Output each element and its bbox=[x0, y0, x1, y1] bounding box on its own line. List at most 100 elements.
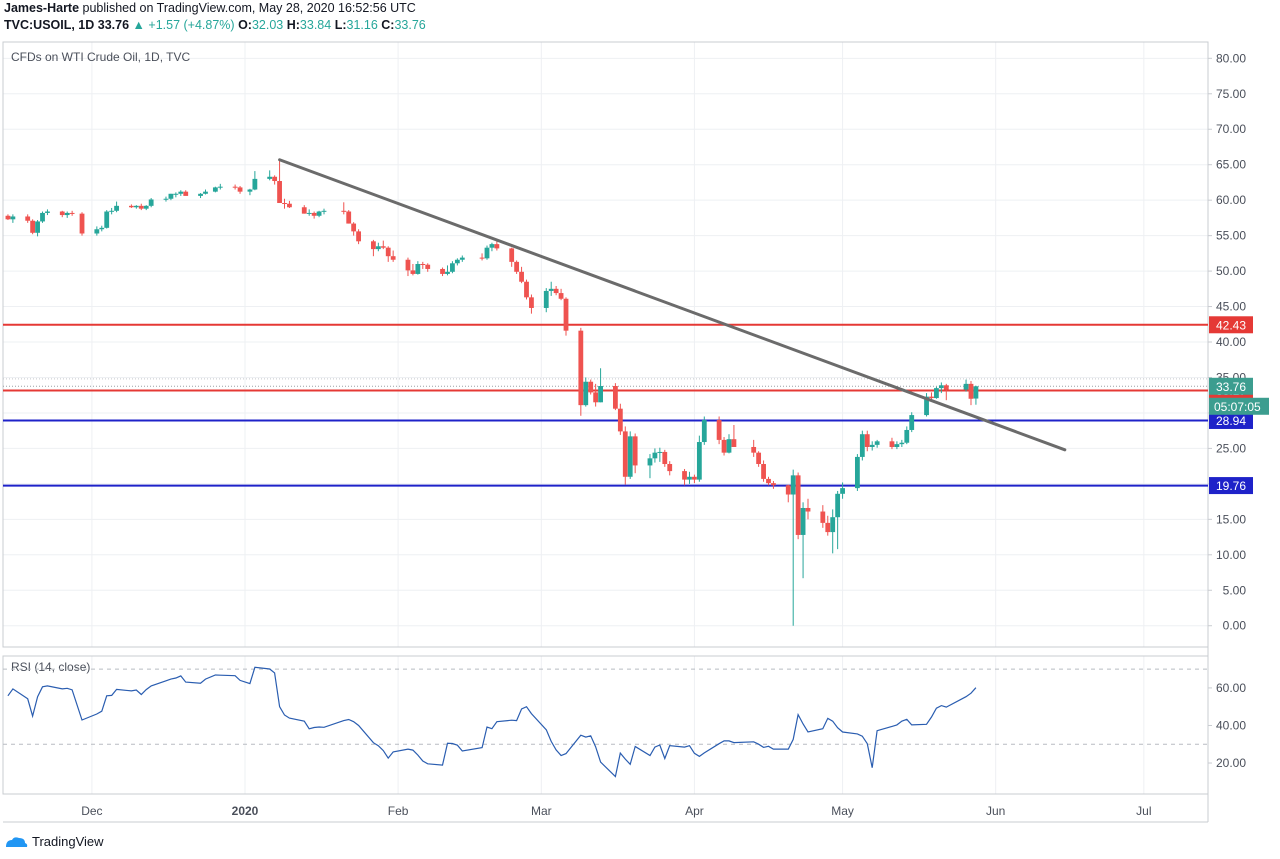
brand-name[interactable]: TradingView bbox=[32, 834, 104, 849]
rsi-tick-label: 40.00 bbox=[1216, 718, 1246, 732]
candle bbox=[459, 255, 465, 262]
candle-body bbox=[247, 189, 253, 192]
candle-body bbox=[371, 241, 376, 250]
candle bbox=[904, 426, 910, 445]
low-value: 31.16 bbox=[346, 18, 378, 32]
candle bbox=[385, 246, 391, 262]
candle-body bbox=[612, 385, 618, 409]
candle-body bbox=[657, 451, 663, 453]
level-price-label: 42.43 bbox=[1216, 318, 1246, 332]
close-value: 33.76 bbox=[394, 18, 426, 32]
candle bbox=[968, 381, 974, 406]
published-text: published on TradingView.com, May 28, 20… bbox=[82, 1, 416, 15]
candle-body bbox=[385, 247, 391, 257]
candle bbox=[756, 451, 762, 467]
candle-body bbox=[198, 193, 203, 196]
price-change: +1.57 (+4.87%) bbox=[148, 18, 235, 32]
candle bbox=[440, 267, 445, 277]
candle bbox=[924, 393, 929, 417]
candle-body bbox=[59, 211, 65, 216]
candle-body bbox=[183, 191, 189, 196]
candle-body bbox=[420, 263, 426, 265]
candle bbox=[341, 202, 347, 215]
candle-body bbox=[489, 244, 495, 248]
candle-body bbox=[390, 256, 396, 260]
candle bbox=[612, 383, 618, 411]
candle bbox=[795, 472, 801, 540]
candle bbox=[598, 368, 603, 403]
candle bbox=[109, 207, 115, 215]
candle-body bbox=[894, 444, 900, 447]
candle-body bbox=[548, 288, 554, 291]
candle bbox=[173, 192, 179, 198]
candle-body bbox=[938, 385, 944, 389]
candle bbox=[163, 196, 169, 202]
candle bbox=[647, 454, 653, 479]
price-pane-border bbox=[2, 41, 1209, 648]
candle-body bbox=[830, 517, 836, 533]
candle bbox=[854, 454, 860, 491]
candle bbox=[252, 171, 258, 191]
candle bbox=[104, 210, 110, 229]
candle bbox=[450, 261, 455, 274]
candle-body bbox=[682, 471, 687, 480]
candle-body bbox=[696, 442, 702, 480]
level-price-label-bg bbox=[1209, 316, 1253, 334]
candle-body bbox=[583, 381, 589, 406]
rsi-title: RSI (14, close) bbox=[11, 660, 90, 674]
last-price: 33.76 bbox=[97, 18, 130, 32]
candle-body bbox=[212, 187, 218, 192]
candle bbox=[133, 205, 139, 209]
candle-body bbox=[321, 210, 327, 212]
tradingview-logo-icon bbox=[6, 836, 28, 847]
candle-body bbox=[766, 478, 771, 484]
candle-body bbox=[375, 246, 381, 250]
candle-body bbox=[5, 215, 11, 220]
price-tick-label: 80.00 bbox=[1216, 51, 1246, 65]
author-name[interactable]: James-Harte bbox=[4, 1, 80, 15]
candle bbox=[662, 449, 668, 467]
candle-body bbox=[168, 193, 174, 199]
candle bbox=[168, 193, 174, 201]
candle bbox=[183, 190, 189, 196]
candle-body bbox=[64, 212, 70, 216]
candle bbox=[129, 204, 134, 208]
candle-body bbox=[761, 464, 766, 479]
candle bbox=[79, 212, 85, 236]
candle-body bbox=[484, 247, 490, 259]
candle-body bbox=[479, 257, 485, 259]
candle-body bbox=[163, 198, 169, 200]
candle-body bbox=[69, 212, 75, 214]
candle bbox=[785, 484, 791, 503]
candle bbox=[445, 265, 450, 276]
candle bbox=[316, 210, 322, 218]
candle bbox=[934, 386, 939, 399]
candle bbox=[69, 210, 75, 216]
candle-body bbox=[835, 493, 841, 518]
candle bbox=[64, 211, 70, 218]
candle bbox=[217, 183, 223, 190]
candle-body bbox=[771, 483, 776, 486]
candle bbox=[627, 431, 633, 479]
candle bbox=[617, 403, 623, 435]
candle-body bbox=[30, 220, 36, 233]
candle-body bbox=[445, 271, 450, 274]
countdown-label: 05:07:05 bbox=[1214, 400, 1261, 414]
last-price-label: 33.76 bbox=[1216, 380, 1246, 394]
candle bbox=[282, 198, 287, 209]
candle-body bbox=[973, 386, 979, 399]
candle-body bbox=[805, 507, 811, 512]
candle bbox=[40, 211, 45, 223]
candle-body bbox=[203, 191, 208, 194]
candle bbox=[805, 498, 811, 520]
candle bbox=[524, 279, 529, 300]
candle bbox=[869, 441, 875, 451]
candle-body bbox=[726, 439, 732, 453]
candle-body bbox=[133, 205, 139, 208]
candle-body bbox=[301, 207, 307, 214]
candle bbox=[864, 430, 870, 452]
price-tick-label: 70.00 bbox=[1216, 122, 1246, 136]
candle-body bbox=[864, 434, 870, 447]
candle-body bbox=[790, 475, 796, 495]
